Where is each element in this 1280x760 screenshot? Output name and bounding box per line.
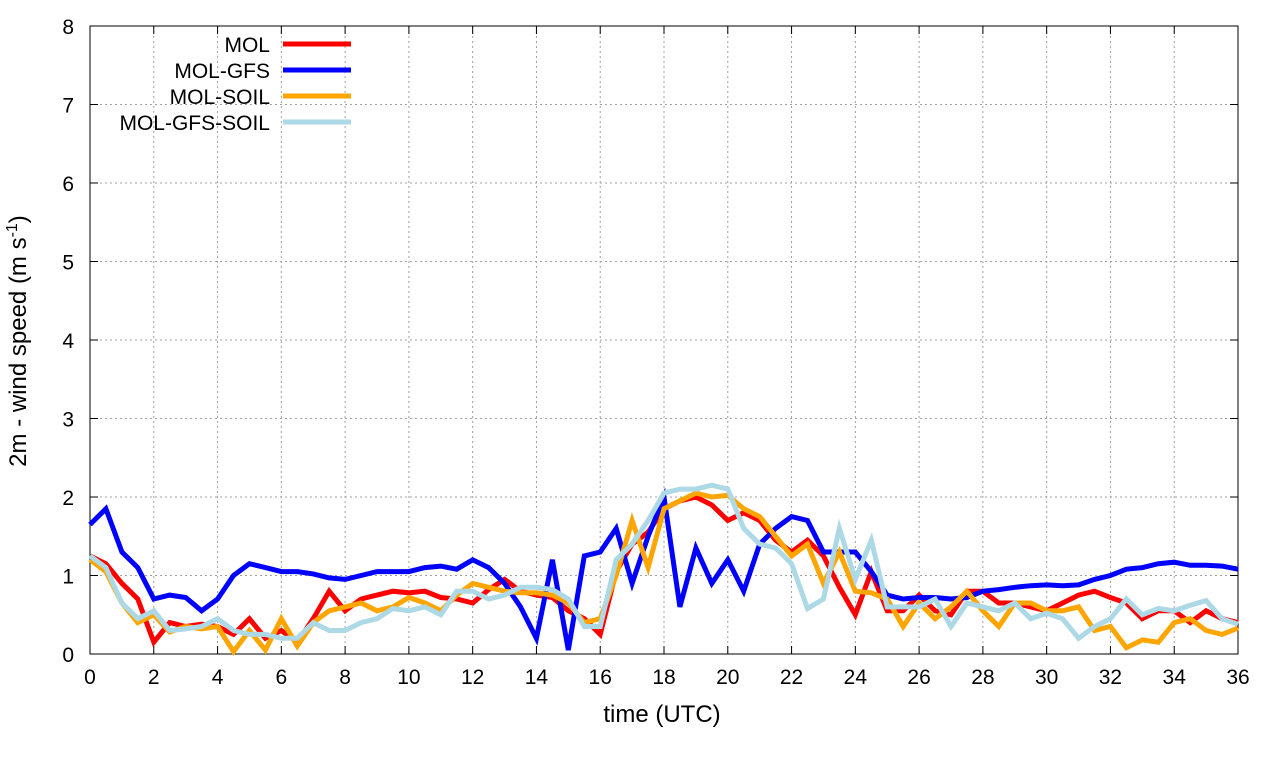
x-tick-label: 24 xyxy=(844,666,868,689)
x-tick-label: 34 xyxy=(1163,666,1187,689)
y-tick-label: 6 xyxy=(62,173,74,196)
x-tick-label: 30 xyxy=(1035,666,1058,689)
x-tick-label: 12 xyxy=(461,666,484,689)
legend-label: MOL-SOIL xyxy=(170,86,270,109)
x-tick-label: 36 xyxy=(1226,666,1249,689)
axis-ticks xyxy=(89,25,1239,655)
x-axis-label: time (UTC) xyxy=(603,701,720,728)
x-tick-labels: 0 2 4 6 8 10 12 14 16 18 20 22 24 26 28 30 32 34 36 xyxy=(84,666,1250,689)
grid xyxy=(90,26,1238,654)
x-tick-label: 14 xyxy=(525,666,549,689)
legend-label: MOL-GFS-SOIL xyxy=(119,112,270,135)
legend-label: MOL-GFS xyxy=(174,60,270,83)
y-axis-label-superscript: -1 xyxy=(4,223,21,237)
y-tick-label: 0 xyxy=(62,644,74,667)
y-tick-label: 8 xyxy=(62,16,74,39)
y-tick-label: 5 xyxy=(62,252,74,275)
x-tick-label: 22 xyxy=(780,666,803,689)
x-tick-label: 10 xyxy=(397,666,420,689)
x-tick-label: 0 xyxy=(84,666,96,689)
x-tick-label: 2 xyxy=(148,666,160,689)
x-tick-label: 28 xyxy=(971,666,994,689)
legend-label: MOL xyxy=(224,34,270,57)
series-line-mol-gfs-soil xyxy=(88,482,1239,642)
y-tick-labels: 0 1 2 3 4 5 6 7 8 xyxy=(62,16,74,667)
x-tick-label: 8 xyxy=(339,666,351,689)
y-axis-label: 2m - wind speed (m s-1) xyxy=(4,215,32,467)
y-axis-label-main: 2m - wind speed (m s xyxy=(5,237,32,466)
y-tick-label: 4 xyxy=(62,330,74,353)
x-tick-label: 16 xyxy=(589,666,612,689)
y-tick-label: 1 xyxy=(62,566,74,589)
series-layer xyxy=(88,482,1239,656)
y-tick-label: 7 xyxy=(62,95,74,118)
x-tick-label: 20 xyxy=(716,666,739,689)
x-tick-label: 6 xyxy=(275,666,287,689)
x-tick-label: 18 xyxy=(652,666,675,689)
y-axis-label-close: ) xyxy=(5,215,32,223)
y-tick-label: 2 xyxy=(62,487,74,510)
x-tick-label: 26 xyxy=(907,666,930,689)
x-tick-label: 4 xyxy=(212,666,224,689)
y-tick-label: 3 xyxy=(62,409,74,432)
x-tick-label: 32 xyxy=(1099,666,1122,689)
legend: MOL MOL-GFS MOL-SOIL MOL-GFS-SOIL xyxy=(119,34,351,135)
